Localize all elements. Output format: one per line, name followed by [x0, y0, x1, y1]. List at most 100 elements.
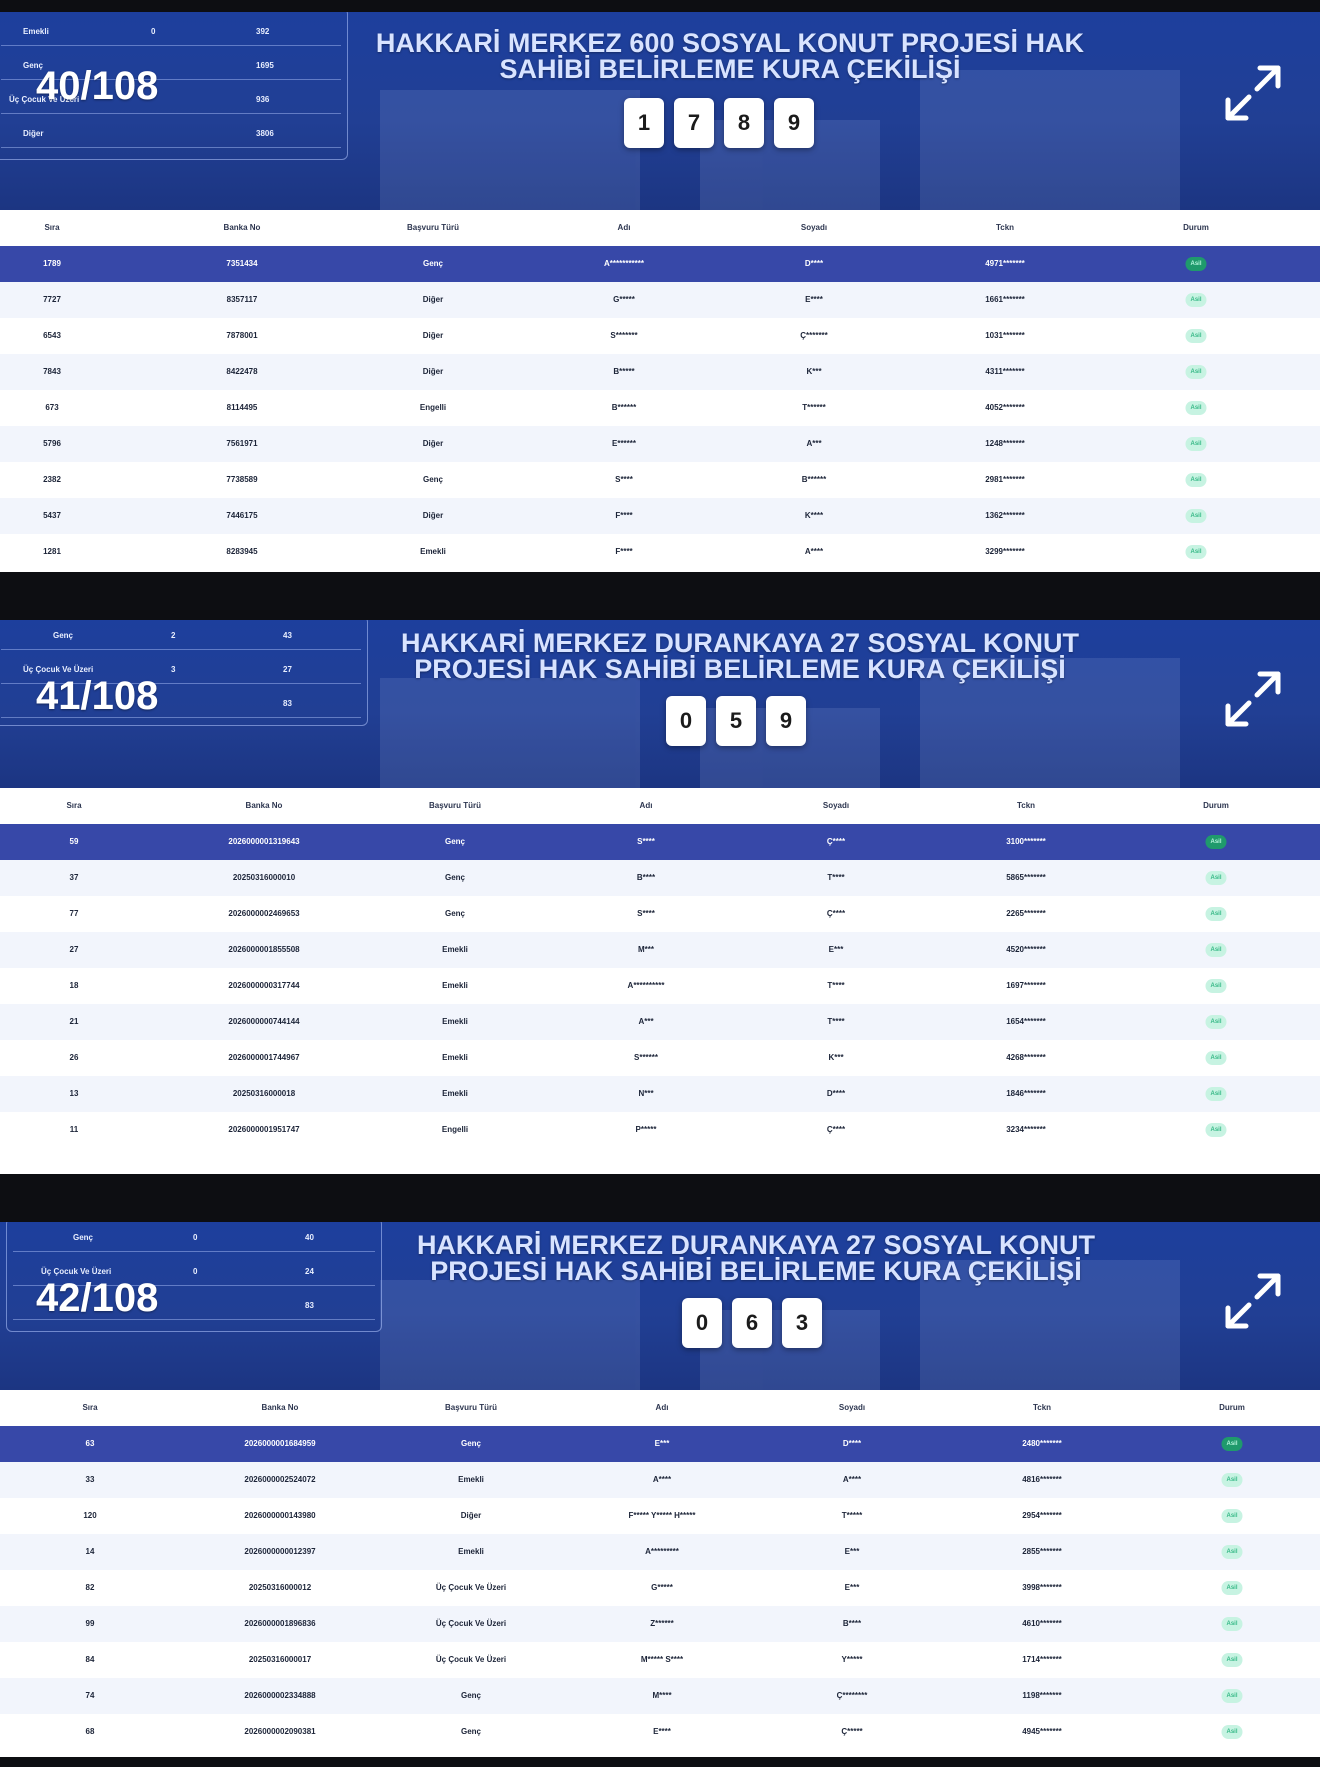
stat-row: Genç 0 40 — [13, 1223, 375, 1252]
table-row[interactable]: 27 2026000001855508 Emekli M*** E*** 4520****… — [0, 932, 1320, 968]
page-title: HAKKARİ MERKEZ DURANKAYA 27 SOSYAL KONUT… — [400, 628, 1080, 684]
status-badge: Asil — [1185, 364, 1207, 379]
cell-tckn: 1846******* — [1006, 1089, 1046, 1098]
cell-sira: 59 — [69, 837, 79, 846]
cell-durum: Asil — [1221, 1534, 1243, 1570]
cell-sira: 13 — [69, 1089, 79, 1098]
expand-icon[interactable] — [1222, 1270, 1284, 1332]
table-row[interactable]: 120 2026000000143980 Diğer F***** Y***** H*… — [0, 1498, 1320, 1534]
page-title: HAKKARİ MERKEZ DURANKAYA 27 SOSYAL KONUT… — [416, 1230, 1096, 1286]
table-row[interactable]: 99 2026000001896836 Üç Çocuk Ve Üzeri Z****… — [0, 1606, 1320, 1642]
table-row[interactable]: 2382 7738589 Genç S**** B****** 2981******* As… — [0, 462, 1320, 498]
cell-adi: A********* — [645, 1547, 679, 1556]
status-badge: Asil — [1221, 1472, 1243, 1487]
cell-banka-no: 2026000002524072 — [244, 1475, 316, 1484]
table-body: 63 2026000001684959 Genç E*** D**** 2480*****… — [0, 1426, 1320, 1750]
cell-adi: S**** — [637, 909, 655, 918]
cell-basvuru-turu: Emekli — [458, 1547, 484, 1556]
cell-sira: 120 — [83, 1511, 97, 1520]
table-row[interactable]: 5796 7561971 Diğer E****** A*** 1248******* As… — [0, 426, 1320, 462]
cell-banka-no: 2026000002469653 — [228, 909, 300, 918]
draw-digit: 5 — [716, 696, 756, 746]
cell-basvuru-turu: Diğer — [460, 1511, 482, 1520]
cell-tckn: 3100******* — [1006, 837, 1046, 846]
cell-basvuru-turu: Emekli — [442, 981, 468, 990]
draw-digits: 1 7 8 9 — [624, 98, 814, 148]
cell-tckn: 4520******* — [1006, 945, 1046, 954]
stat-row: Genç 2 43 — [1, 621, 361, 650]
cell-sira: 6543 — [43, 331, 61, 340]
table-row[interactable]: 18 2026000000317744 Emekli A********** T****… — [0, 968, 1320, 1004]
cell-basvuru-turu: Üç Çocuk Ve Üzeri — [435, 1655, 507, 1664]
cell-tckn: 5865******* — [1006, 873, 1046, 882]
cell-banka-no: 2026000002334888 — [244, 1691, 316, 1700]
cell-tckn: 1031******* — [985, 331, 1025, 340]
table-row[interactable]: 7843 8422478 Diğer B***** K*** 4311******* Asi… — [0, 354, 1320, 390]
cell-tckn: 2981******* — [985, 475, 1025, 484]
slide-42: Genç 0 40 Üç Çocuk Ve Üzeri 0 24 83 42/108 H… — [0, 1222, 1320, 1757]
table-row[interactable]: 26 2026000001744967 Emekli S****** K*** 4268*… — [0, 1040, 1320, 1076]
table-row[interactable]: 1281 8283945 Emekli F**** A**** 3299******* As… — [0, 534, 1320, 570]
page-title: HAKKARİ MERKEZ 600 SOSYAL KONUT PROJESİ … — [375, 28, 1085, 84]
cell-tckn: 1661******* — [985, 295, 1025, 304]
cell-adi: M**** — [652, 1691, 672, 1700]
cell-soyadi: A**** — [804, 547, 824, 556]
table-row[interactable]: 68 2026000002090381 Genç E**** Ç***** 4945***… — [0, 1714, 1320, 1750]
cell-basvuru-turu: Genç — [444, 837, 466, 846]
cell-tckn: 3998******* — [1022, 1583, 1062, 1592]
cell-durum: Asil — [1205, 968, 1227, 1004]
cell-adi: M*** — [637, 945, 655, 954]
cell-basvuru-turu: Emekli — [442, 1053, 468, 1062]
table-row[interactable]: 14 2026000000012397 Emekli A********* E*** 28… — [0, 1534, 1320, 1570]
cell-banka-no: 7561971 — [226, 439, 258, 448]
table-body: 1789 7351434 Genç A*********** D**** 4971****… — [0, 246, 1320, 570]
table-row[interactable]: 13 20250316000018 Emekli N*** D**** 1846*****… — [0, 1076, 1320, 1112]
table-row-selected[interactable]: 59 2026000001319643 Genç S**** Ç**** 3100****… — [0, 824, 1320, 860]
column-header-soyadi: Soyadı — [800, 223, 828, 232]
cell-tckn: 1362******* — [985, 511, 1025, 520]
cell-tckn: 4311******* — [985, 367, 1025, 376]
stat-row: Üç Çocuk Ve Üzeri 3 27 — [1, 655, 361, 684]
table-row[interactable]: 6543 7878001 Diğer S******* Ç******* 1031****… — [0, 318, 1320, 354]
column-header-adi: Adı — [639, 801, 653, 810]
status-badge: Asil — [1221, 1688, 1243, 1703]
cell-banka-no: 20250316000010 — [232, 873, 296, 882]
column-header-tckn: Tckn — [1016, 801, 1036, 810]
table-row[interactable]: 37 20250316000010 Genç B**** T**** 5865******… — [0, 860, 1320, 896]
cell-durum: Asil — [1221, 1570, 1243, 1606]
table-row[interactable]: 5437 7446175 Diğer F**** K**** 1362******* Asi… — [0, 498, 1320, 534]
status-badge: Asil — [1205, 942, 1227, 957]
table-row[interactable]: 82 20250316000012 Üç Çocuk Ve Üzeri G***** E… — [0, 1570, 1320, 1606]
cell-basvuru-turu: Genç — [460, 1691, 482, 1700]
cell-soyadi: Ç**** — [826, 909, 846, 918]
stat-row: Diğer 3806 — [1, 119, 341, 148]
table-row[interactable]: 673 8114495 Engelli B****** T****** 4052*****… — [0, 390, 1320, 426]
cell-tckn: 1714******* — [1022, 1655, 1062, 1664]
cell-durum: Asil — [1185, 426, 1207, 462]
cell-basvuru-turu: Genç — [444, 873, 466, 882]
table-row[interactable]: 21 2026000000744144 Emekli A*** T**** 1654***… — [0, 1004, 1320, 1040]
table-row[interactable]: 7727 8357117 Diğer G***** E**** 1661******* As… — [0, 282, 1320, 318]
cell-sira: 68 — [85, 1727, 95, 1736]
table-row-selected[interactable]: 1789 7351434 Genç A*********** D**** 4971****… — [0, 246, 1320, 282]
cell-tckn: 4816******* — [1022, 1475, 1062, 1484]
status-badge: Asil — [1221, 1580, 1243, 1595]
status-badge: Asil — [1221, 1436, 1243, 1451]
expand-icon[interactable] — [1222, 668, 1284, 730]
cell-adi: F***** Y***** H***** — [628, 1511, 696, 1520]
status-badge: Asil — [1205, 834, 1227, 849]
table-row-selected[interactable]: 63 2026000001684959 Genç E*** D**** 2480*****… — [0, 1426, 1320, 1462]
table-row[interactable]: 77 2026000002469653 Genç S**** Ç**** 2265****… — [0, 896, 1320, 932]
expand-icon[interactable] — [1222, 62, 1284, 124]
table-row[interactable]: 33 2026000002524072 Emekli A**** A**** 4816**… — [0, 1462, 1320, 1498]
status-badge: Asil — [1185, 436, 1207, 451]
status-badge: Asil — [1185, 292, 1207, 307]
cell-durum: Asil — [1221, 1426, 1243, 1462]
table-row[interactable]: 84 20250316000017 Üç Çocuk Ve Üzeri M***** … — [0, 1642, 1320, 1678]
table-row[interactable]: 11 2026000001951747 Engelli P***** Ç**** 3234… — [0, 1112, 1320, 1148]
cell-soyadi: Ç******** — [836, 1691, 868, 1700]
banner: Emekli 0 392 Genç 1695 Üç Çocuk Ve Üzeri 936… — [0, 12, 1320, 210]
cell-sira: 5796 — [43, 439, 61, 448]
cell-soyadi: T**** — [827, 873, 845, 882]
table-row[interactable]: 74 2026000002334888 Genç M**** Ç******** 1198… — [0, 1678, 1320, 1714]
